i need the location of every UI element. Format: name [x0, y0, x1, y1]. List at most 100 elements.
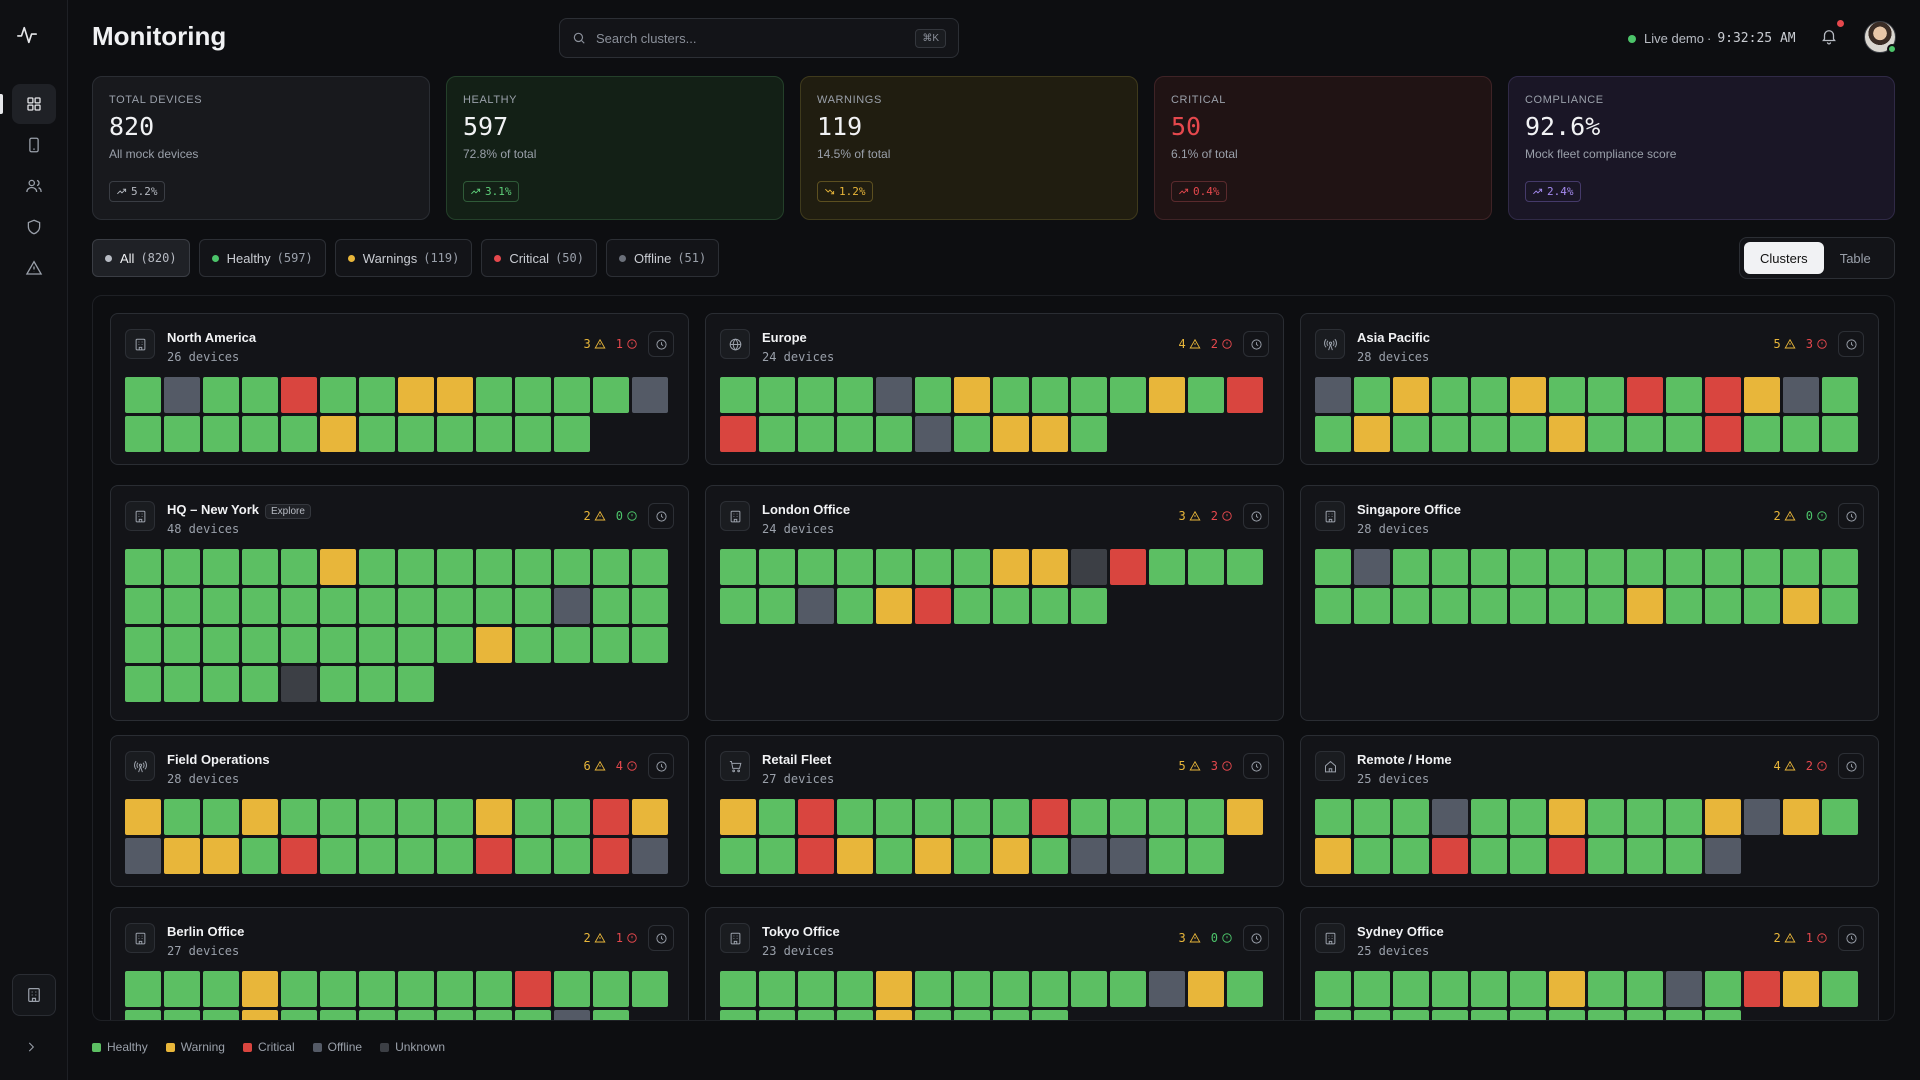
device-tile-healthy[interactable]: [1666, 377, 1702, 413]
device-tile-healthy[interactable]: [359, 799, 395, 835]
device-tile-healthy[interactable]: [954, 1010, 990, 1020]
device-tile-healthy[interactable]: [554, 971, 590, 1007]
device-tile-critical[interactable]: [1744, 971, 1780, 1007]
device-tile-healthy[interactable]: [837, 971, 873, 1007]
device-tile-warning[interactable]: [1549, 416, 1585, 452]
device-tile-healthy[interactable]: [632, 588, 668, 624]
device-tile-healthy[interactable]: [476, 588, 512, 624]
device-tile-healthy[interactable]: [1393, 1010, 1429, 1020]
device-tile-healthy[interactable]: [1071, 377, 1107, 413]
device-tile-healthy[interactable]: [515, 416, 551, 452]
device-tile-healthy[interactable]: [1354, 377, 1390, 413]
device-tile-healthy[interactable]: [1705, 549, 1741, 585]
device-tile-healthy[interactable]: [1822, 971, 1858, 1007]
device-tile-healthy[interactable]: [1822, 799, 1858, 835]
device-tile-critical[interactable]: [593, 799, 629, 835]
device-tile-healthy[interactable]: [632, 627, 668, 663]
device-tile-healthy[interactable]: [398, 799, 434, 835]
device-tile-healthy[interactable]: [1666, 549, 1702, 585]
device-tile-healthy[interactable]: [1393, 416, 1429, 452]
device-tile-healthy[interactable]: [398, 549, 434, 585]
device-tile-critical[interactable]: [476, 838, 512, 874]
device-tile-healthy[interactable]: [281, 1010, 317, 1020]
device-tile-healthy[interactable]: [1744, 549, 1780, 585]
device-tile-healthy[interactable]: [554, 377, 590, 413]
stat-critical[interactable]: CRITICAL 50 6.1% of total 0.4%: [1154, 76, 1492, 220]
device-tile-healthy[interactable]: [1354, 838, 1390, 874]
device-tile-healthy[interactable]: [1149, 838, 1185, 874]
device-tile-healthy[interactable]: [398, 971, 434, 1007]
device-tile-healthy[interactable]: [242, 416, 278, 452]
device-tile-healthy[interactable]: [398, 666, 434, 702]
device-tile-healthy[interactable]: [876, 799, 912, 835]
device-tile-healthy[interactable]: [515, 588, 551, 624]
device-tile-healthy[interactable]: [1071, 588, 1107, 624]
device-tile-critical[interactable]: [1705, 416, 1741, 452]
device-tile-healthy[interactable]: [798, 1010, 834, 1020]
device-tile-critical[interactable]: [593, 838, 629, 874]
device-tile-healthy[interactable]: [1393, 588, 1429, 624]
device-tile-healthy[interactable]: [915, 549, 951, 585]
device-tile-warning[interactable]: [1783, 971, 1819, 1007]
device-tile-healthy[interactable]: [125, 627, 161, 663]
device-tile-healthy[interactable]: [476, 1010, 512, 1020]
device-tile-healthy[interactable]: [359, 1010, 395, 1020]
cluster-card[interactable]: North America 26 devices 3 1: [110, 313, 689, 465]
device-tile-healthy[interactable]: [1393, 838, 1429, 874]
device-tile-healthy[interactable]: [320, 627, 356, 663]
device-tile-healthy[interactable]: [993, 799, 1029, 835]
cluster-history-button[interactable]: [648, 753, 674, 779]
device-tile-healthy[interactable]: [954, 799, 990, 835]
device-tile-warning[interactable]: [993, 416, 1029, 452]
device-tile-warning[interactable]: [1549, 971, 1585, 1007]
device-tile-healthy[interactable]: [359, 549, 395, 585]
device-tile-healthy[interactable]: [1315, 549, 1351, 585]
device-tile-healthy[interactable]: [1471, 377, 1507, 413]
device-tile-healthy[interactable]: [876, 838, 912, 874]
cluster-card[interactable]: Berlin Office 27 devices 2 1: [110, 907, 689, 1020]
device-tile-healthy[interactable]: [1627, 838, 1663, 874]
device-tile-warning[interactable]: [1510, 377, 1546, 413]
device-tile-healthy[interactable]: [242, 627, 278, 663]
device-tile-healthy[interactable]: [1627, 971, 1663, 1007]
device-tile-healthy[interactable]: [798, 416, 834, 452]
device-tile-healthy[interactable]: [203, 588, 239, 624]
device-tile-unknown[interactable]: [281, 666, 317, 702]
device-tile-healthy[interactable]: [1627, 799, 1663, 835]
device-tile-healthy[interactable]: [1188, 838, 1224, 874]
device-tile-offline[interactable]: [1744, 799, 1780, 835]
device-tile-healthy[interactable]: [1432, 1010, 1468, 1020]
device-tile-healthy[interactable]: [837, 588, 873, 624]
device-tile-healthy[interactable]: [876, 549, 912, 585]
device-tile-healthy[interactable]: [837, 799, 873, 835]
device-tile-healthy[interactable]: [359, 666, 395, 702]
search-bar[interactable]: ⌘K: [559, 18, 959, 58]
device-tile-healthy[interactable]: [1432, 971, 1468, 1007]
device-tile-healthy[interactable]: [1354, 588, 1390, 624]
device-tile-healthy[interactable]: [1071, 416, 1107, 452]
device-tile-healthy[interactable]: [837, 377, 873, 413]
device-tile-healthy[interactable]: [359, 971, 395, 1007]
cluster-history-button[interactable]: [1243, 503, 1269, 529]
device-tile-offline[interactable]: [1071, 838, 1107, 874]
device-tile-healthy[interactable]: [837, 1010, 873, 1020]
device-tile-warning[interactable]: [1627, 588, 1663, 624]
device-tile-offline[interactable]: [915, 416, 951, 452]
device-tile-warning[interactable]: [876, 971, 912, 1007]
device-tile-healthy[interactable]: [759, 838, 795, 874]
cluster-history-button[interactable]: [1838, 753, 1864, 779]
device-tile-healthy[interactable]: [720, 971, 756, 1007]
device-tile-healthy[interactable]: [1822, 588, 1858, 624]
device-tile-healthy[interactable]: [359, 377, 395, 413]
device-tile-warning[interactable]: [203, 838, 239, 874]
device-tile-healthy[interactable]: [1666, 588, 1702, 624]
device-tile-healthy[interactable]: [1549, 1010, 1585, 1020]
device-tile-offline[interactable]: [1705, 838, 1741, 874]
stat-total-devices[interactable]: TOTAL DEVICES 820 All mock devices 5.2%: [92, 76, 430, 220]
device-tile-offline[interactable]: [1315, 377, 1351, 413]
device-tile-healthy[interactable]: [1588, 549, 1624, 585]
device-tile-healthy[interactable]: [1549, 588, 1585, 624]
device-tile-healthy[interactable]: [1432, 588, 1468, 624]
filter-offline[interactable]: Offline (51): [605, 239, 720, 277]
device-tile-healthy[interactable]: [1315, 799, 1351, 835]
